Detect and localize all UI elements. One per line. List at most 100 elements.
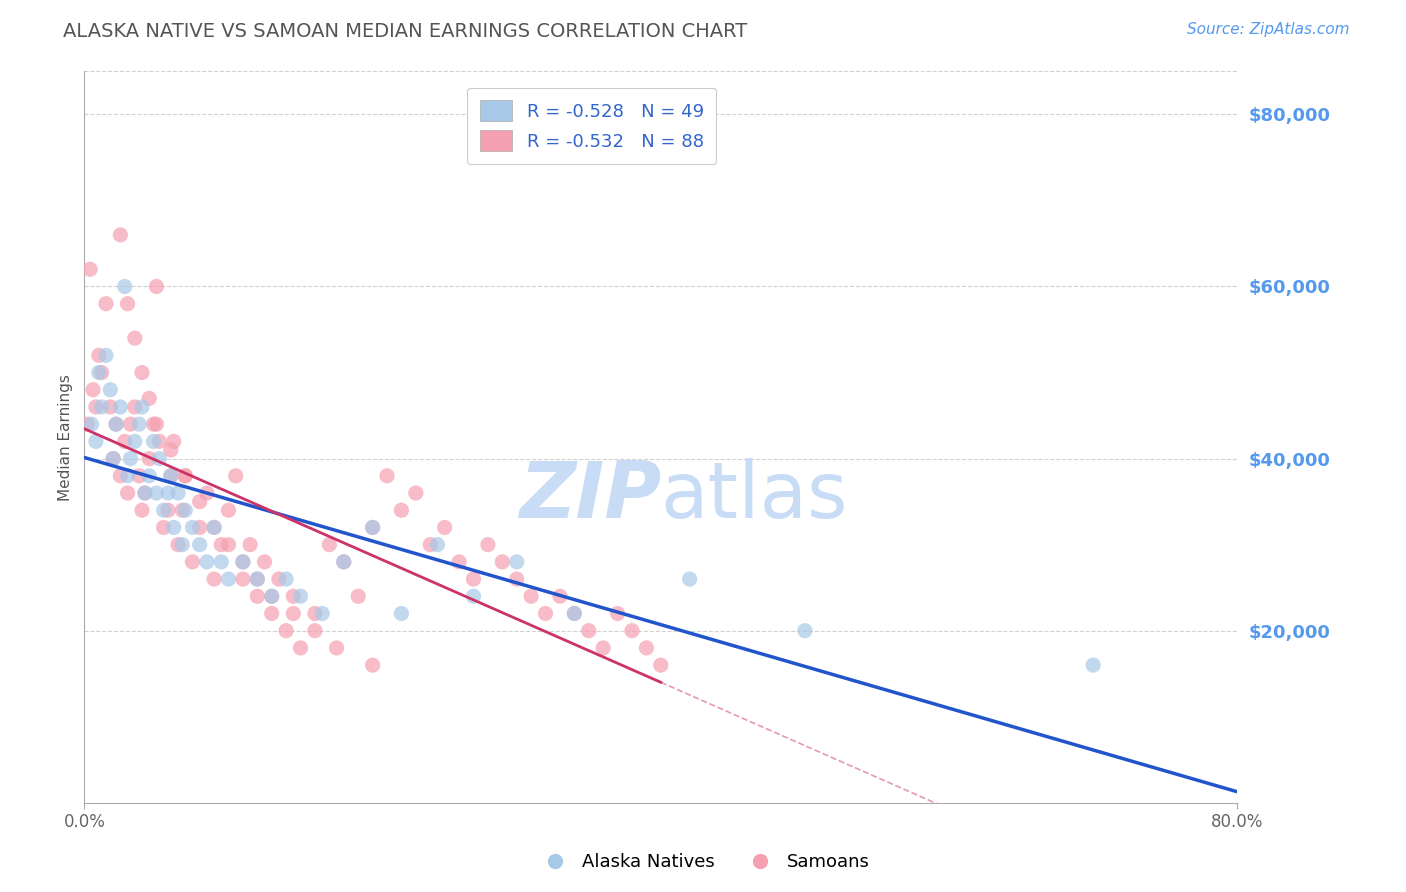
- Point: [232, 572, 254, 586]
- Point: [90, 366, 112, 380]
- Point: [311, 607, 333, 621]
- Point: [163, 434, 186, 449]
- Legend: Alaska Natives, Samoans: Alaska Natives, Samoans: [529, 847, 877, 879]
- Point: [361, 520, 384, 534]
- Point: [156, 503, 179, 517]
- Point: [276, 572, 298, 586]
- Point: [105, 417, 128, 432]
- Point: [239, 538, 262, 552]
- Point: [253, 555, 276, 569]
- Point: [174, 468, 197, 483]
- Point: [128, 417, 150, 432]
- Point: [188, 538, 211, 552]
- Point: [110, 468, 132, 483]
- Point: [218, 503, 240, 517]
- Point: [160, 442, 183, 457]
- Point: [172, 538, 194, 552]
- Point: [103, 451, 124, 466]
- Point: [145, 279, 167, 293]
- Point: [138, 451, 160, 466]
- Text: ZIP: ZIP: [519, 458, 661, 533]
- Point: [142, 417, 165, 432]
- Point: [195, 555, 218, 569]
- Point: [174, 468, 197, 483]
- Point: [103, 451, 124, 466]
- Point: [564, 607, 586, 621]
- Point: [621, 624, 644, 638]
- Point: [534, 607, 557, 621]
- Point: [232, 555, 254, 569]
- Point: [202, 520, 225, 534]
- Point: [405, 486, 427, 500]
- Point: [794, 624, 817, 638]
- Point: [98, 383, 121, 397]
- Point: [578, 624, 600, 638]
- Point: [564, 607, 586, 621]
- Point: [375, 468, 398, 483]
- Point: [606, 607, 628, 621]
- Point: [361, 658, 384, 673]
- Point: [246, 572, 269, 586]
- Point: [347, 589, 370, 603]
- Point: [94, 348, 117, 362]
- Point: [167, 486, 190, 500]
- Point: [283, 589, 305, 603]
- Point: [181, 520, 204, 534]
- Point: [650, 658, 672, 673]
- Point: [114, 434, 136, 449]
- Point: [167, 538, 190, 552]
- Point: [120, 417, 142, 432]
- Point: [117, 296, 139, 310]
- Point: [218, 572, 240, 586]
- Point: [477, 538, 499, 552]
- Point: [76, 417, 98, 432]
- Point: [148, 434, 170, 449]
- Point: [433, 520, 456, 534]
- Y-axis label: Median Earnings: Median Earnings: [58, 374, 73, 500]
- Point: [114, 279, 136, 293]
- Point: [195, 486, 218, 500]
- Point: [246, 572, 269, 586]
- Point: [98, 400, 121, 414]
- Point: [117, 486, 139, 500]
- Point: [260, 607, 283, 621]
- Point: [124, 400, 146, 414]
- Point: [202, 572, 225, 586]
- Point: [120, 451, 142, 466]
- Point: [84, 400, 107, 414]
- Point: [124, 434, 146, 449]
- Point: [290, 589, 312, 603]
- Point: [246, 589, 269, 603]
- Point: [110, 227, 132, 242]
- Point: [209, 538, 232, 552]
- Point: [391, 503, 413, 517]
- Point: [267, 572, 290, 586]
- Point: [426, 538, 449, 552]
- Point: [87, 348, 110, 362]
- Point: [110, 400, 132, 414]
- Point: [188, 494, 211, 508]
- Point: [419, 538, 441, 552]
- Point: [152, 520, 174, 534]
- Point: [138, 468, 160, 483]
- Point: [391, 607, 413, 621]
- Point: [117, 468, 139, 483]
- Point: [260, 589, 283, 603]
- Text: ALASKA NATIVE VS SAMOAN MEDIAN EARNINGS CORRELATION CHART: ALASKA NATIVE VS SAMOAN MEDIAN EARNINGS …: [63, 22, 748, 41]
- Point: [131, 503, 153, 517]
- Point: [290, 640, 312, 655]
- Point: [124, 331, 146, 345]
- Point: [79, 262, 101, 277]
- Point: [548, 589, 571, 603]
- Point: [361, 520, 384, 534]
- Point: [156, 486, 179, 500]
- Point: [592, 640, 614, 655]
- Point: [90, 400, 112, 414]
- Point: [138, 392, 160, 406]
- Point: [491, 555, 513, 569]
- Point: [283, 607, 305, 621]
- Point: [232, 555, 254, 569]
- Point: [87, 366, 110, 380]
- Point: [679, 572, 702, 586]
- Point: [333, 555, 356, 569]
